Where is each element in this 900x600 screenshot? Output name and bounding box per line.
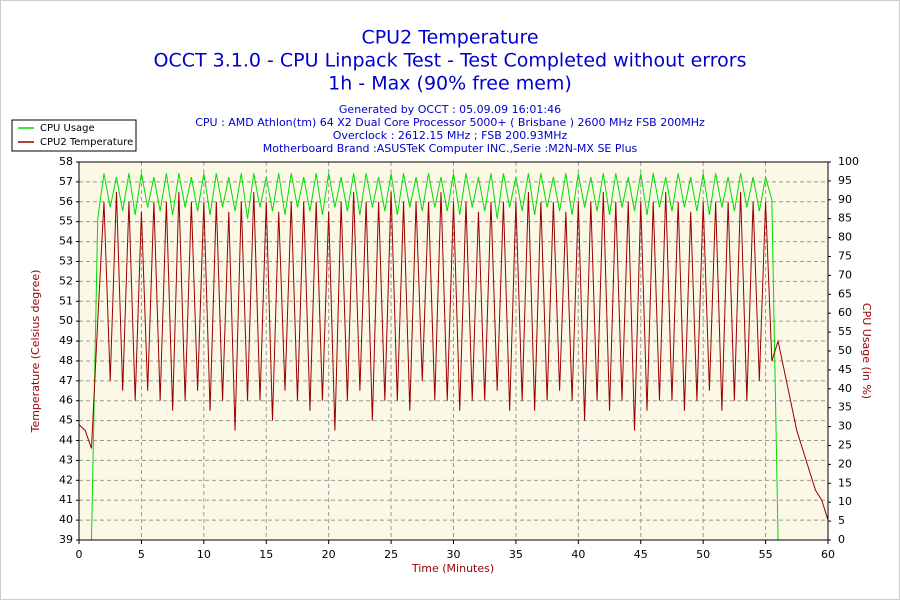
y2-tick-label: 25 bbox=[838, 439, 852, 452]
info-line: Overclock : 2612.15 MHz ; FSB 200.93MHz bbox=[333, 129, 568, 142]
legend-label: CPU2 Temperature bbox=[40, 137, 133, 148]
legend bbox=[11, 119, 137, 152]
x-tick-label: 5 bbox=[138, 548, 145, 561]
y2-tick-label: 65 bbox=[838, 287, 852, 300]
y2-tick-label: 10 bbox=[838, 495, 852, 508]
info-line: CPU : AMD Athlon(tm) 64 X2 Dual Core Pro… bbox=[195, 116, 705, 129]
y2-tick-label: 95 bbox=[838, 174, 852, 187]
y-tick-label: 40 bbox=[59, 513, 73, 526]
y2-tick-label: 75 bbox=[838, 250, 852, 263]
y-tick-label: 49 bbox=[59, 334, 73, 347]
series-line bbox=[78, 191, 829, 521]
y2-tick-label: 40 bbox=[838, 382, 852, 395]
y2-tick-label: 0 bbox=[838, 533, 845, 546]
y2-tick-label: 100 bbox=[838, 155, 859, 168]
x-tick-label: 45 bbox=[634, 548, 648, 561]
y-tick-label: 52 bbox=[59, 274, 73, 287]
x-tick-label: 40 bbox=[571, 548, 585, 561]
y2-tick-label: 50 bbox=[838, 344, 852, 357]
y2-tick-label: 30 bbox=[838, 420, 852, 433]
x-tick-label: 10 bbox=[197, 548, 211, 561]
series-line bbox=[90, 173, 779, 541]
y2-tick-label: 55 bbox=[838, 325, 852, 338]
y-tick-label: 48 bbox=[59, 354, 73, 367]
chart-subtitle: OCCT 3.1.0 - CPU Linpack Test - Test Com… bbox=[153, 50, 746, 72]
y-tick-label: 41 bbox=[59, 493, 73, 506]
x-tick-label: 15 bbox=[259, 548, 273, 561]
x-tick-label: 25 bbox=[384, 548, 398, 561]
y-tick-label: 57 bbox=[59, 175, 73, 188]
y-tick-label: 45 bbox=[59, 414, 73, 427]
y-tick-label: 47 bbox=[59, 374, 73, 387]
chart-title: CPU2 Temperature bbox=[361, 27, 538, 49]
x-tick-label: 60 bbox=[821, 548, 835, 561]
y2-axis-label: CPU Usage (in %) bbox=[860, 303, 873, 399]
y-tick-label: 51 bbox=[59, 294, 73, 307]
plot bbox=[78, 161, 829, 541]
y-axis-label: Temperature (Celsius degree) bbox=[29, 270, 42, 434]
y2-tick-label: 70 bbox=[838, 268, 852, 281]
x-tick-label: 35 bbox=[509, 548, 523, 561]
x-tick-label: 55 bbox=[759, 548, 773, 561]
y-tick-label: 55 bbox=[59, 215, 73, 228]
y-tick-label: 58 bbox=[59, 155, 73, 168]
y-tick-label: 56 bbox=[59, 195, 73, 208]
x-tick-label: 20 bbox=[322, 548, 336, 561]
y2-tick-label: 80 bbox=[838, 231, 852, 244]
y-tick-label: 42 bbox=[59, 473, 73, 486]
y2-tick-label: 5 bbox=[838, 514, 845, 527]
y-tick-label: 50 bbox=[59, 314, 73, 327]
info-line: Generated by OCCT : 05.09.09 16:01:46 bbox=[339, 103, 561, 116]
y2-tick-label: 15 bbox=[838, 476, 852, 489]
y-tick-label: 54 bbox=[59, 235, 73, 248]
y-tick-label: 46 bbox=[59, 394, 73, 407]
y2-tick-label: 35 bbox=[838, 401, 852, 414]
chart-subtitle: 1h - Max (90% free mem) bbox=[328, 73, 572, 95]
y2-tick-label: 90 bbox=[838, 193, 852, 206]
x-axis-label: Time (Minutes) bbox=[411, 562, 494, 575]
y2-tick-label: 45 bbox=[838, 363, 852, 376]
y2-tick-label: 60 bbox=[838, 306, 852, 319]
y-tick-label: 44 bbox=[59, 434, 73, 447]
legend-label: CPU Usage bbox=[40, 123, 95, 134]
x-tick-label: 0 bbox=[76, 548, 83, 561]
x-tick-label: 50 bbox=[696, 548, 710, 561]
info-line: Motherboard Brand :ASUSTeK Computer INC.… bbox=[263, 142, 638, 155]
y-tick-label: 43 bbox=[59, 453, 73, 466]
y-tick-label: 39 bbox=[59, 533, 73, 546]
x-tick-label: 30 bbox=[447, 548, 461, 561]
y-tick-label: 53 bbox=[59, 254, 73, 267]
y2-tick-label: 85 bbox=[838, 212, 852, 225]
y2-tick-label: 20 bbox=[838, 457, 852, 470]
